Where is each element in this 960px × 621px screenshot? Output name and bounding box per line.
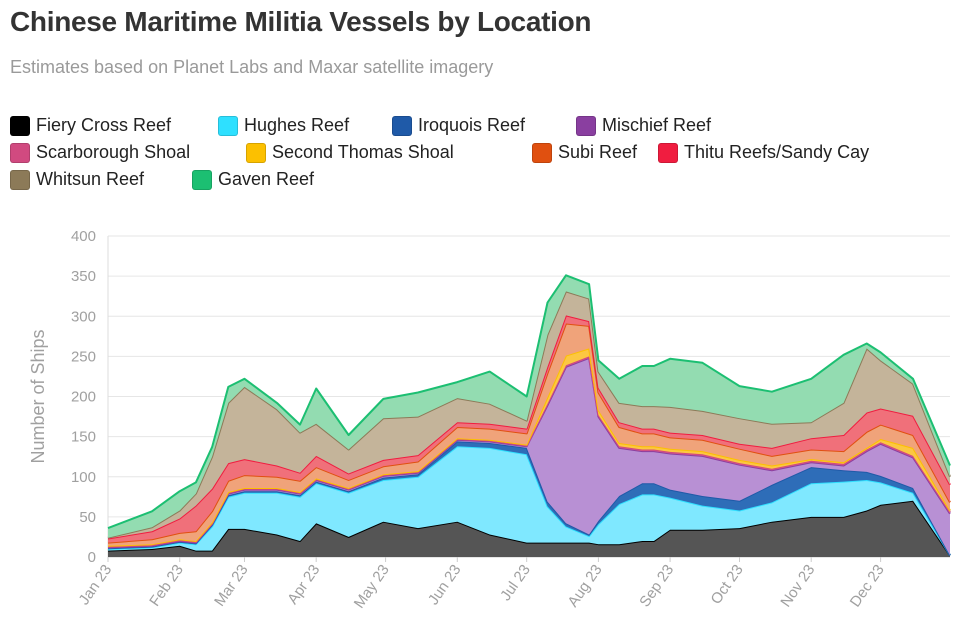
legend-item: Second Thomas Shoal	[246, 142, 454, 163]
legend-item: Mischief Reef	[576, 115, 711, 136]
legend-item: Subi Reef	[532, 142, 637, 163]
x-tick-label: Jun 23	[425, 562, 465, 609]
legend-item: Hughes Reef	[218, 115, 349, 136]
area-series	[108, 323, 950, 546]
y-tick-label: 400	[71, 228, 96, 245]
legend-swatch	[658, 142, 678, 163]
x-tick-label: Apr 23	[284, 562, 323, 608]
legend-swatch	[10, 142, 30, 163]
legend-swatch	[192, 169, 212, 190]
legend-label: Fiery Cross Reef	[36, 115, 172, 135]
y-tick-label: 0	[88, 549, 96, 566]
x-tick-label: Mar 23	[211, 562, 252, 610]
legend-item: Gaven Reef	[192, 169, 314, 190]
legend-label: Second Thomas Shoal	[272, 142, 454, 162]
legend-label: Scarborough Shoal	[36, 142, 191, 162]
legend-item: Iroquois Reef	[392, 115, 525, 136]
chart-title: Chinese Maritime Militia Vessels by Loca…	[10, 6, 592, 37]
legend-label: Whitsun Reef	[36, 169, 145, 189]
legend-label: Subi Reef	[558, 142, 638, 162]
y-tick-label: 300	[71, 308, 96, 325]
legend-label: Thitu Reefs/Sandy Cay	[684, 142, 870, 162]
area-series	[108, 446, 950, 556]
x-tick-label: Dec 23	[847, 562, 888, 611]
y-tick-label: 100	[71, 469, 96, 486]
y-axis-title: Number of Ships	[28, 329, 48, 463]
legend-item: Whitsun Reef	[10, 169, 144, 190]
y-tick-label: 150	[71, 429, 96, 446]
legend-label: Hughes Reef	[244, 115, 350, 135]
x-tick-label: Oct 23	[708, 562, 747, 608]
x-tick-label: Aug 23	[564, 562, 605, 611]
area-series	[108, 315, 950, 543]
legend-item: Scarborough Shoal	[10, 142, 190, 163]
y-tick-label: 200	[71, 389, 96, 406]
legend-swatch	[10, 115, 30, 136]
x-tick-label: Nov 23	[777, 562, 818, 611]
y-tick-label: 50	[79, 509, 96, 526]
legend-label: Iroquois Reef	[418, 115, 526, 135]
legend-item: Fiery Cross Reef	[10, 115, 171, 136]
legend-swatch	[576, 115, 596, 136]
x-tick-label: Sep 23	[636, 562, 677, 611]
area-series	[108, 275, 950, 538]
area-series	[108, 500, 950, 557]
legend-label: Mischief Reef	[602, 115, 712, 135]
legend-swatch	[10, 169, 30, 190]
x-tick-label: May 23	[351, 562, 393, 612]
x-tick-label: Jul 23	[497, 562, 534, 605]
legend-swatch	[532, 142, 552, 163]
x-tick-label: Feb 23	[146, 562, 187, 610]
legend-item: Thitu Reefs/Sandy Cay	[658, 142, 869, 163]
legend-label: Gaven Reef	[218, 169, 315, 189]
y-tick-label: 250	[71, 348, 96, 365]
legend-swatch	[392, 115, 412, 136]
chart-subtitle: Estimates based on Planet Labs and Maxar…	[10, 57, 494, 77]
series-line	[107, 274, 951, 530]
legend-swatch	[246, 142, 266, 163]
x-tick-label: Jan 23	[76, 562, 116, 609]
y-tick-label: 350	[71, 268, 96, 285]
legend-swatch	[218, 115, 238, 136]
